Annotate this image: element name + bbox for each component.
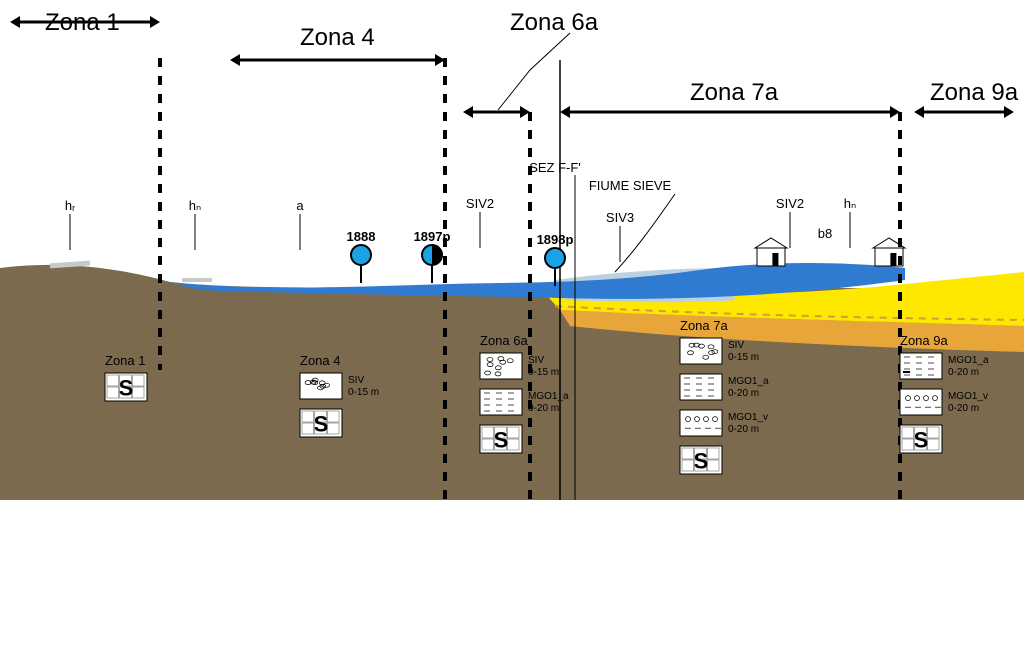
svg-text:0-15 m: 0-15 m — [728, 352, 759, 363]
svg-text:hₙ: hₙ — [844, 196, 856, 211]
surface-slab — [182, 278, 212, 282]
svg-text:Zona 9a: Zona 9a — [900, 333, 948, 348]
svg-text:1897p: 1897p — [414, 229, 451, 244]
legend-Zona-6a: S — [480, 353, 522, 453]
svg-text:Zona 1: Zona 1 — [105, 353, 145, 368]
svg-text:SIV3: SIV3 — [606, 210, 634, 225]
svg-text:0-20 m: 0-20 m — [948, 367, 979, 378]
svg-text:Zona 1: Zona 1 — [45, 9, 120, 36]
svg-text:S: S — [119, 375, 134, 400]
svg-text:hₙ: hₙ — [189, 198, 201, 213]
svg-text:0-15 m: 0-15 m — [528, 367, 559, 378]
svg-text:Zona 6a: Zona 6a — [510, 9, 599, 36]
svg-text:Zona 4: Zona 4 — [300, 353, 340, 368]
svg-text:a: a — [296, 198, 304, 213]
svg-text:SIV2: SIV2 — [776, 196, 804, 211]
svg-text:1888: 1888 — [347, 229, 376, 244]
svg-text:S: S — [314, 411, 329, 436]
svg-text:0-20 m: 0-20 m — [528, 403, 559, 414]
cross-section-svg: Zona 1 Zona 4 Zona 6a Zona 7a Zona 9a hᵣ hₙ a SI… — [0, 0, 1024, 645]
svg-text:Zona 4: Zona 4 — [300, 24, 375, 51]
svg-text:FIUME SIEVE: FIUME SIEVE — [589, 178, 672, 193]
svg-text:SIV: SIV — [348, 375, 364, 386]
legend-Zona-9a: S — [900, 353, 942, 453]
svg-text:Zona 6a: Zona 6a — [480, 333, 528, 348]
svg-text:MGO1_a: MGO1_a — [728, 376, 769, 387]
svg-text:S: S — [914, 427, 929, 452]
svg-text:0-15 m: 0-15 m — [348, 387, 379, 398]
svg-text:SEZ F-F': SEZ F-F' — [529, 160, 581, 175]
svg-text:1898p: 1898p — [537, 232, 574, 247]
svg-text:hᵣ: hᵣ — [65, 198, 75, 213]
svg-text:Zona 9a: Zona 9a — [930, 79, 1019, 106]
svg-text:SIV: SIV — [528, 355, 544, 366]
diagram-stage: Zona 1 Zona 4 Zona 6a Zona 7a Zona 9a hᵣ hₙ a SI… — [0, 0, 1024, 645]
svg-text:Zona 7a: Zona 7a — [680, 318, 728, 333]
svg-text:MGO1_v: MGO1_v — [728, 412, 768, 423]
legend-Zona-1: S — [105, 373, 147, 401]
svg-text:0-20 m: 0-20 m — [948, 403, 979, 414]
svg-text:SIV: SIV — [728, 340, 744, 351]
svg-text:S: S — [494, 427, 509, 452]
svg-text:MGO1_a: MGO1_a — [528, 391, 569, 402]
svg-text:MGO1_a: MGO1_a — [948, 355, 989, 366]
svg-text:MGO1_v: MGO1_v — [948, 391, 988, 402]
svg-text:0-20 m: 0-20 m — [728, 424, 759, 435]
svg-text:Zona 7a: Zona 7a — [690, 79, 779, 106]
svg-text:0-20 m: 0-20 m — [728, 388, 759, 399]
svg-text:b8: b8 — [818, 226, 832, 241]
svg-text:SIV2: SIV2 — [466, 196, 494, 211]
svg-text:S: S — [694, 448, 709, 473]
